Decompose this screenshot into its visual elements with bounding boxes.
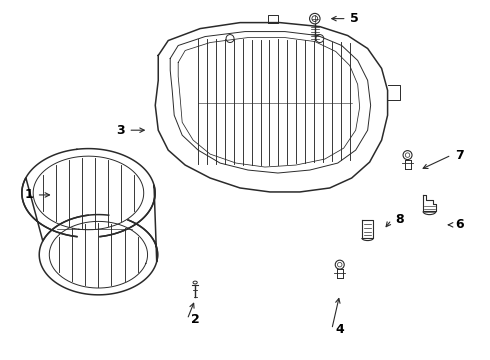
Text: 8: 8 xyxy=(395,213,404,226)
Text: 1: 1 xyxy=(24,188,33,202)
Text: 5: 5 xyxy=(350,12,359,25)
Text: 2: 2 xyxy=(191,313,199,326)
Text: 6: 6 xyxy=(455,218,464,231)
Text: 7: 7 xyxy=(455,149,464,162)
Text: 4: 4 xyxy=(335,323,344,336)
Text: 3: 3 xyxy=(116,124,124,137)
